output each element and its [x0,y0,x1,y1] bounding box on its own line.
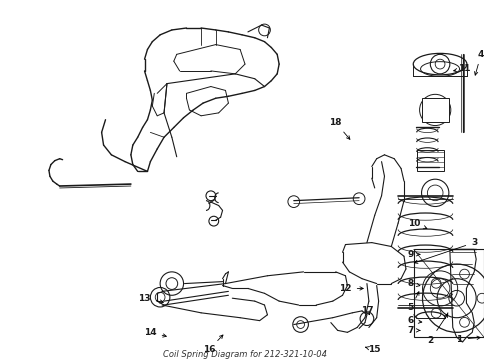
Text: 11: 11 [454,64,471,73]
Text: 18: 18 [329,118,350,139]
Text: 1: 1 [457,335,480,344]
Text: 2: 2 [427,314,448,345]
Text: 13: 13 [138,294,163,303]
Text: 16: 16 [203,335,223,354]
Text: 3: 3 [415,238,477,264]
Text: 14: 14 [144,328,166,337]
Text: 12: 12 [339,284,363,293]
Bar [416,150,444,171]
Text: 4: 4 [474,50,484,75]
Text: 5: 5 [408,292,419,312]
Text: 10: 10 [408,219,427,229]
Text: 8: 8 [408,279,420,288]
Text: 9: 9 [408,250,420,259]
Bar [421,98,449,122]
Text: Coil Spring Diagram for 212-321-10-04: Coil Spring Diagram for 212-321-10-04 [163,350,327,359]
Text: 6: 6 [408,316,422,325]
Text: 17: 17 [361,306,373,315]
Bar [414,249,484,337]
Text: 7: 7 [408,326,420,335]
Text: 15: 15 [366,345,381,354]
